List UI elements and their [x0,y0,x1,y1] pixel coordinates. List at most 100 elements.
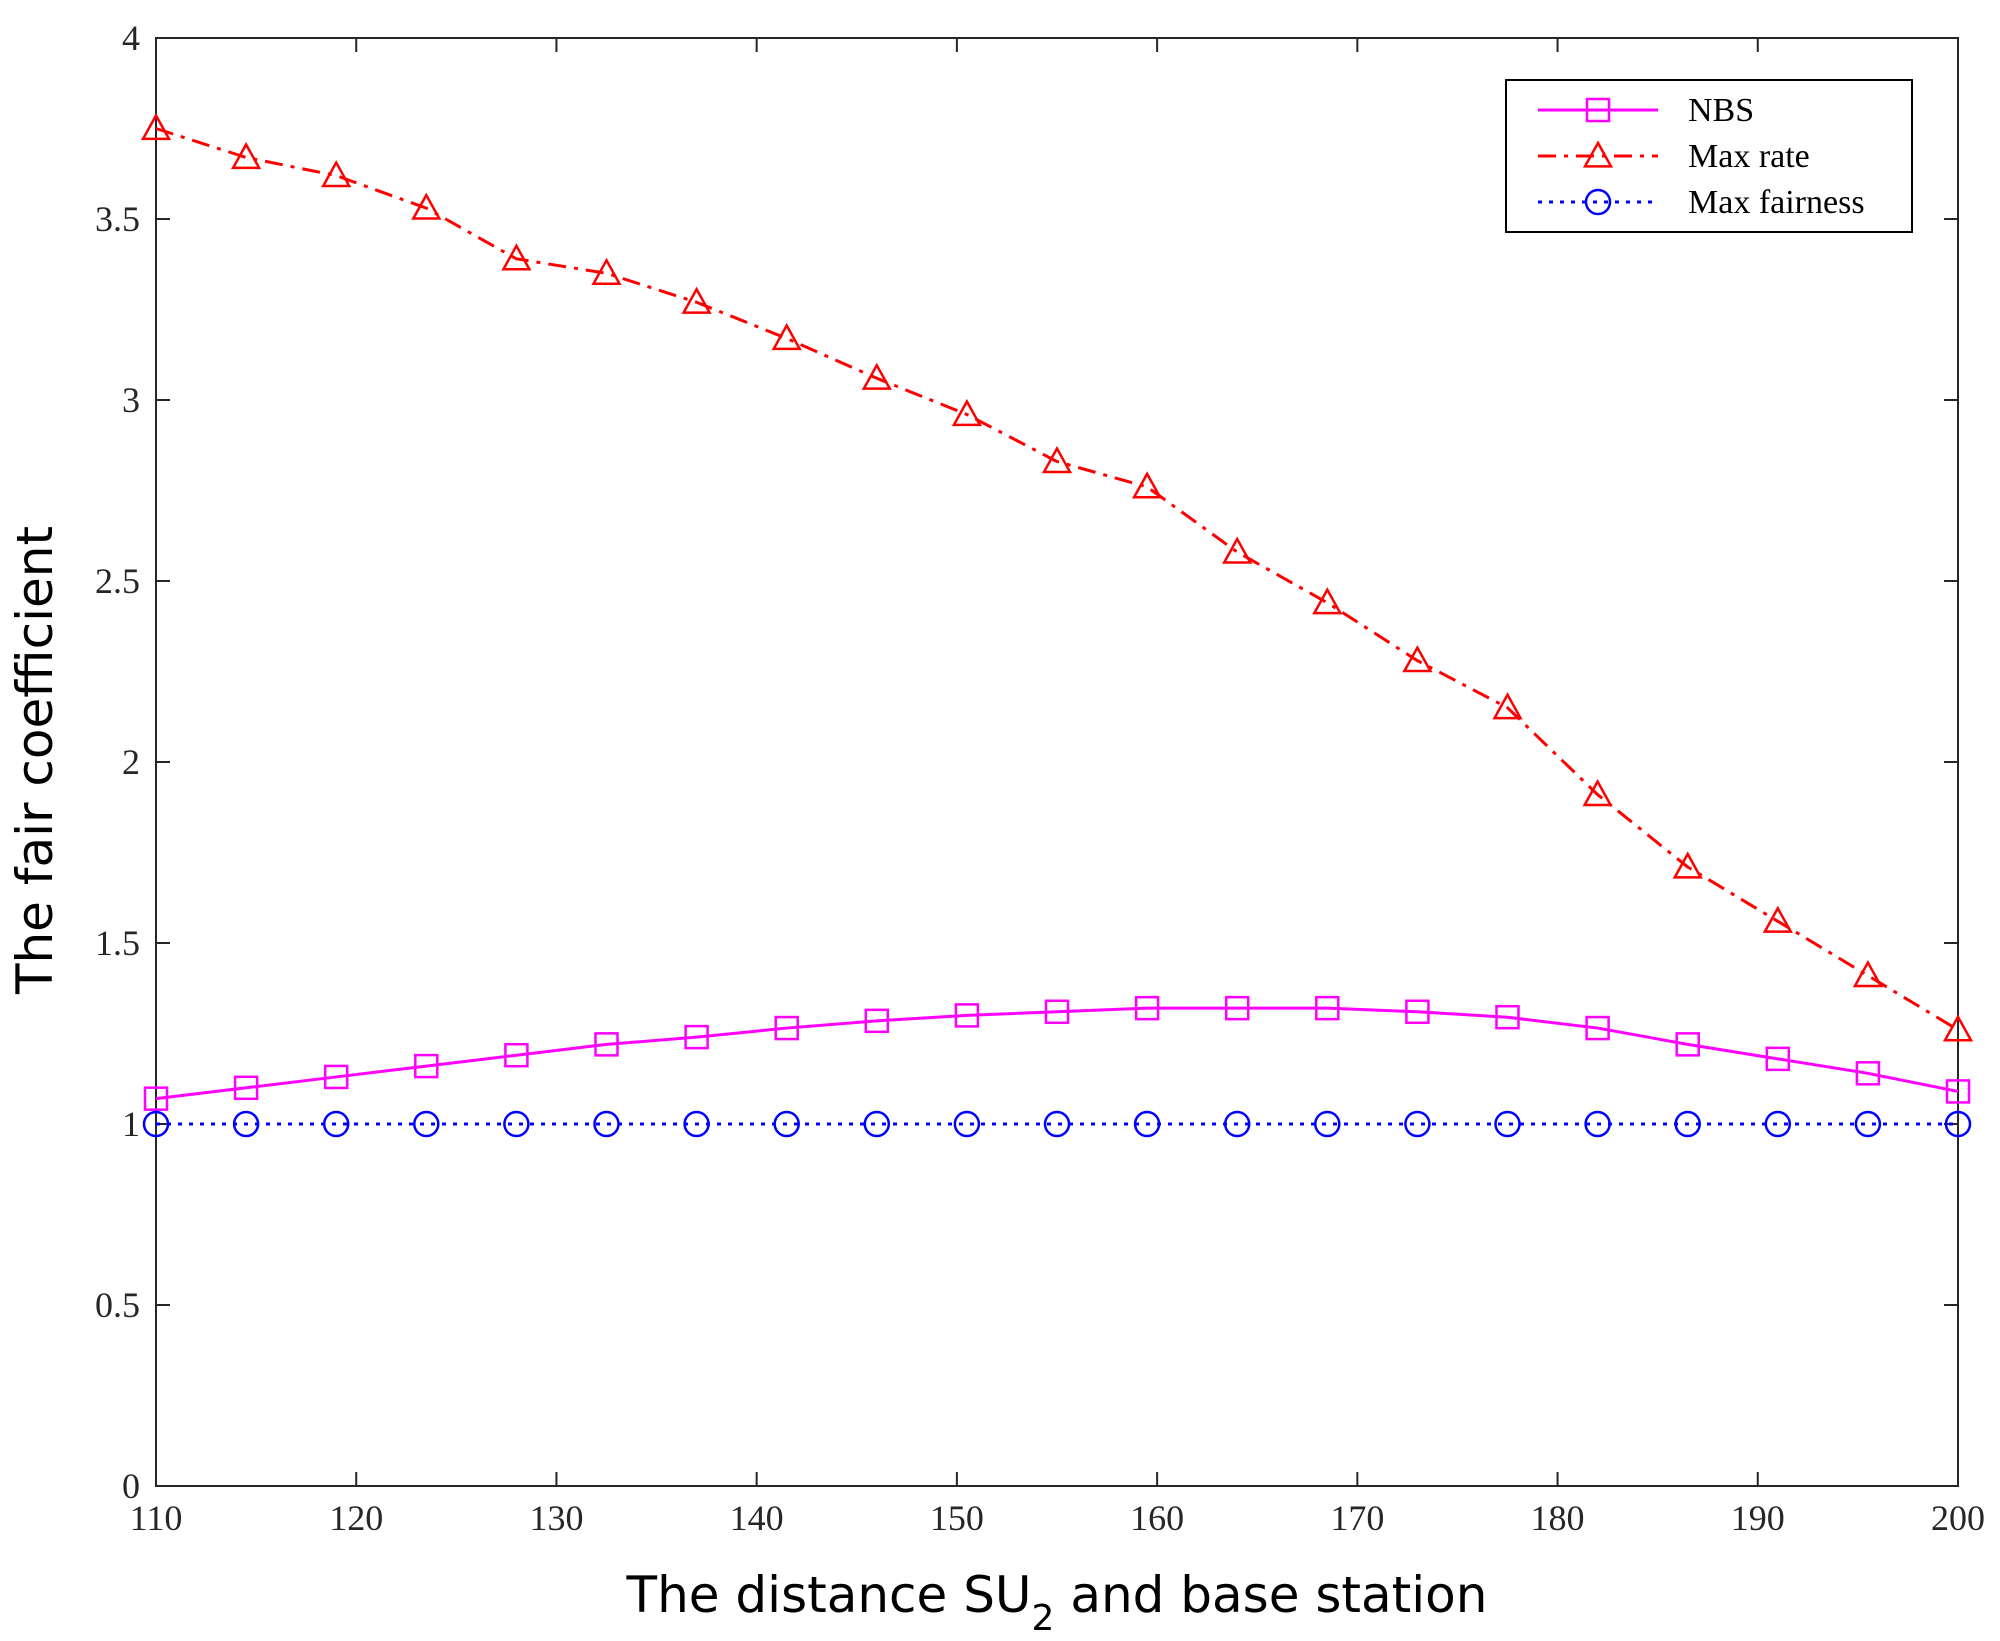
series-max-fairness [142,1110,1972,1138]
y-axis-label: The fair coefficient [6,526,64,995]
data-point [411,192,442,220]
data-point [1041,445,1073,474]
data-point [684,1024,709,1050]
data-point [321,159,352,188]
data-point [1582,779,1613,807]
y-tick-label: 2.5 [95,561,140,601]
data-point [1762,905,1793,933]
data-point [1585,1015,1610,1041]
data-point [683,1110,710,1138]
data-point [1315,995,1340,1021]
y-tick-label: 4 [122,18,140,58]
data-point [1133,1110,1161,1138]
plot-area-frame [155,37,1959,1487]
series-nbs [143,995,1971,1111]
data-point [1134,995,1160,1021]
x-tick-label: 140 [730,1498,784,1538]
data-point [323,1064,349,1090]
axis-ticks: 110 120 130 140 150 160 170 180 190 200 0 0.5 1 1.5 2 2… [95,18,1985,1538]
data-point [1674,1110,1701,1138]
data-point [951,398,983,427]
legend-marker [1584,188,1612,216]
y-tick-label: 3 [122,380,140,420]
series-line [155,127,1959,1032]
data-point [1852,960,1884,988]
y-tick-label: 2 [122,742,140,782]
axes-frame [155,37,1959,1487]
data-point [591,257,622,285]
data-point [143,1086,169,1111]
x-tick-label: 180 [1531,1498,1585,1538]
data-point [861,362,892,390]
data-point [773,1110,800,1138]
data-point [503,1110,530,1138]
legend-marker [1582,140,1614,168]
data-point [233,1075,259,1101]
data-point [322,1110,350,1138]
x-tick-label: 150 [930,1498,984,1538]
data-point [1495,1004,1520,1030]
x-axis-label-suffix: and base station [1054,1566,1487,1624]
series-line [155,1006,1959,1101]
data-point [1043,1110,1071,1138]
y-tick-label: 0.5 [95,1285,140,1325]
series-max-rate [140,112,1974,1042]
data-point [1945,1079,1971,1104]
data-point [230,141,262,170]
series-layer [140,112,1974,1138]
legend-entry: NBS [1538,92,1754,129]
legend-label: Max rate [1688,138,1810,175]
data-point [1854,1110,1882,1138]
data-point [1314,1110,1341,1138]
data-point [1224,995,1250,1021]
data-point [142,1110,170,1138]
x-tick-label: 160 [1130,1498,1184,1538]
data-point [681,286,712,314]
x-tick-label: 200 [1931,1498,1985,1538]
legend-marker [1585,97,1611,123]
data-point [1765,1046,1791,1072]
data-point [864,1008,890,1034]
data-point [1584,1110,1611,1138]
legend-label: Max fairness [1688,184,1865,221]
data-point [593,1110,620,1138]
x-tick-label: 120 [329,1498,383,1538]
x-axis-label-subscript: 2 [1032,1598,1055,1639]
legend-entry: Max rate [1538,138,1810,175]
data-point [1492,692,1523,720]
data-point [1405,999,1430,1025]
data-point [504,1042,529,1068]
data-point [501,243,532,271]
data-point [1855,1061,1881,1086]
data-point [232,1110,260,1138]
data-point [1944,1110,1972,1138]
data-point [771,322,802,351]
data-point [140,112,172,141]
x-tick-label: 110 [130,1498,183,1538]
data-point [1222,536,1253,564]
y-tick-label: 3.5 [95,199,140,239]
x-axis-label-main: The distance SU [626,1566,1032,1624]
data-point [1494,1110,1521,1138]
data-point [863,1110,891,1138]
x-tick-label: 130 [529,1498,583,1538]
x-tick-label: 170 [1330,1498,1384,1538]
data-point [953,1110,981,1138]
data-point [594,1032,619,1057]
y-tick-label: 0 [122,1466,140,1506]
y-tick-label: 1 [122,1104,140,1144]
x-tick-label: 190 [1731,1498,1785,1538]
data-point [1223,1110,1251,1138]
data-point [1402,645,1433,673]
data-point [1044,999,1070,1025]
x-axis-label: The distance SU2 and base station [626,1566,1488,1639]
legend-label: NBS [1688,92,1754,129]
data-point [1404,1110,1431,1138]
data-point [1764,1110,1792,1138]
legend-box [1505,79,1913,233]
data-point [1942,1014,1974,1042]
data-point [1131,471,1163,499]
legend-entry: Max fairness [1538,184,1865,221]
legend: NBS Max rate Max fairness [1505,79,1913,233]
data-point [413,1110,440,1138]
